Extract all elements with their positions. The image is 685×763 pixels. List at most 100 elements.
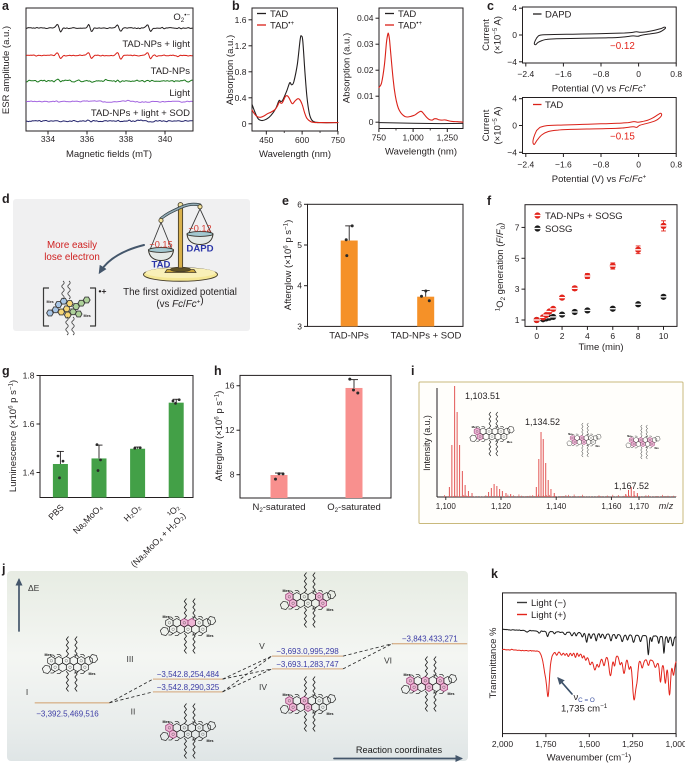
svg-text:Current: Current — [481, 19, 492, 51]
svg-text:4: 4 — [512, 94, 517, 104]
svg-text:0.8: 0.8 — [670, 69, 682, 79]
svg-text:III: III — [126, 654, 133, 664]
svg-text:Time (min): Time (min) — [578, 342, 623, 353]
svg-text:−3,843.433,271: −3,843.433,271 — [402, 635, 458, 644]
svg-text:−1.6: −1.6 — [555, 69, 572, 79]
svg-text:4: 4 — [585, 331, 590, 341]
svg-text:1,750: 1,750 — [535, 739, 557, 749]
svg-text:Mes: Mes — [447, 692, 454, 696]
svg-text:m/z: m/z — [659, 501, 674, 511]
svg-text:TAD•+: TAD•+ — [270, 20, 294, 32]
svg-text:1.6: 1.6 — [23, 419, 35, 429]
svg-text:Mes: Mes — [404, 673, 411, 677]
svg-text:Light: Light — [169, 88, 190, 99]
svg-text:1,103.51: 1,103.51 — [465, 391, 500, 401]
svg-text:0: 0 — [369, 117, 374, 127]
svg-text:PBS: PBS — [46, 502, 66, 522]
svg-text:•+: •+ — [99, 286, 107, 296]
svg-text:Afterglow (×106 p s−1): Afterglow (×106 p s−1) — [283, 220, 295, 311]
svg-text:k: k — [491, 567, 498, 581]
svg-text:−3,693.0,995,298: −3,693.0,995,298 — [276, 647, 339, 656]
svg-text:0.4: 0.4 — [235, 93, 247, 103]
svg-text:1.4: 1.4 — [23, 468, 35, 478]
svg-text:Reaction coordinates: Reaction coordinates — [356, 745, 443, 755]
svg-text:−2.4: −2.4 — [517, 69, 534, 79]
svg-text:0: 0 — [242, 119, 247, 129]
svg-text:i: i — [411, 364, 414, 378]
svg-text:−0.8: −0.8 — [593, 160, 610, 170]
svg-text:1.8: 1.8 — [23, 371, 35, 381]
svg-text:Mes: Mes — [47, 300, 54, 304]
svg-text:a: a — [2, 0, 10, 13]
svg-text:7: 7 — [515, 222, 520, 232]
svg-text:Current: Current — [481, 109, 492, 141]
svg-text:Absorption (a.u.): Absorption (a.u.) — [342, 33, 353, 103]
svg-text:Potential (V) vs Fc/Fc+: Potential (V) vs Fc/Fc+ — [552, 174, 647, 186]
svg-text:−1.6: −1.6 — [555, 160, 572, 170]
svg-text:1,120: 1,120 — [491, 502, 512, 511]
svg-text:Light (+): Light (+) — [531, 610, 566, 621]
svg-text:3: 3 — [515, 284, 520, 294]
svg-text:1.2: 1.2 — [235, 41, 247, 51]
svg-text:1,000: 1,000 — [665, 739, 685, 749]
svg-text:νC = O: νC = O — [574, 692, 595, 704]
svg-text:Luminescence (×106 p s−1): Luminescence (×106 p s−1) — [8, 380, 20, 492]
svg-text:N2-saturated: N2-saturated — [252, 502, 305, 514]
svg-text:TAD-NPs + light + SOD: TAD-NPs + light + SOD — [91, 108, 190, 119]
svg-text:Mes: Mes — [206, 634, 213, 638]
svg-text:TAD-NPs: TAD-NPs — [329, 331, 369, 342]
svg-text:Magnetic fields (mT): Magnetic fields (mT) — [66, 149, 152, 160]
svg-text:−0.15: −0.15 — [149, 240, 172, 250]
svg-text:−0.12: −0.12 — [188, 224, 211, 234]
svg-text:The first oxidized potential: The first oxidized potential — [123, 287, 237, 298]
svg-text:750: 750 — [331, 135, 345, 145]
svg-text:d: d — [2, 192, 10, 206]
svg-text:12: 12 — [225, 425, 235, 435]
svg-text:338: 338 — [119, 134, 133, 144]
svg-text:f: f — [487, 194, 492, 208]
svg-text:340: 340 — [158, 134, 172, 144]
svg-text:−0.12: −0.12 — [610, 41, 635, 52]
svg-text:16: 16 — [225, 381, 235, 391]
svg-text:(Na₂MoO₄ + H₂O₂): (Na₂MoO₄ + H₂O₂) — [129, 510, 188, 569]
svg-text:IV: IV — [259, 682, 267, 692]
svg-text:1,250: 1,250 — [437, 133, 459, 143]
svg-text:Mes: Mes — [326, 712, 333, 716]
svg-text:TAD-NPs: TAD-NPs — [151, 66, 191, 77]
svg-text:1,500: 1,500 — [579, 739, 601, 749]
svg-text:Mes: Mes — [163, 720, 170, 724]
svg-text:0.03: 0.03 — [357, 39, 374, 49]
svg-text:2,000: 2,000 — [492, 739, 514, 749]
svg-text:Light (−): Light (−) — [531, 598, 566, 609]
svg-text:(×10−5 A): (×10−5 A) — [492, 107, 504, 145]
svg-text:3: 3 — [297, 321, 302, 331]
svg-text:5: 5 — [515, 253, 520, 263]
svg-text:Afterglow (×106 p s−1): Afterglow (×106 p s−1) — [214, 391, 226, 482]
svg-text:Mes: Mes — [88, 672, 95, 676]
svg-text:H₂O₂: H₂O₂ — [122, 502, 143, 523]
svg-text:VI: VI — [384, 656, 392, 666]
svg-text:Mes: Mes — [568, 434, 573, 436]
svg-text:Mes: Mes — [627, 436, 632, 438]
svg-text:1,134.52: 1,134.52 — [525, 417, 560, 427]
svg-text:Mes: Mes — [472, 425, 478, 429]
svg-text:8: 8 — [636, 331, 641, 341]
svg-text:j: j — [1, 562, 5, 576]
svg-text:e: e — [282, 194, 289, 208]
svg-text:I: I — [26, 687, 28, 697]
svg-text:−2.4: −2.4 — [517, 160, 534, 170]
svg-text:2: 2 — [560, 331, 565, 341]
svg-text:−4: −4 — [507, 147, 517, 157]
svg-text:Wavelength (nm): Wavelength (nm) — [259, 149, 331, 160]
svg-text:SOSG: SOSG — [545, 224, 572, 235]
svg-text:Na₂MoO₄: Na₂MoO₄ — [71, 502, 105, 536]
svg-text:0: 0 — [636, 69, 641, 79]
svg-text:TAD-NPs + SOSG: TAD-NPs + SOSG — [545, 211, 623, 222]
svg-text:0.02: 0.02 — [357, 65, 374, 75]
svg-text:−3,542.8,254,484: −3,542.8,254,484 — [157, 670, 220, 679]
svg-text:−3,542.8,290,325: −3,542.8,290,325 — [157, 683, 220, 692]
svg-text:1,170: 1,170 — [629, 502, 650, 511]
svg-text:ESR amplitude (a.u.): ESR amplitude (a.u.) — [1, 26, 12, 114]
svg-text:Mes: Mes — [206, 739, 213, 743]
svg-text:1,140: 1,140 — [546, 502, 567, 511]
